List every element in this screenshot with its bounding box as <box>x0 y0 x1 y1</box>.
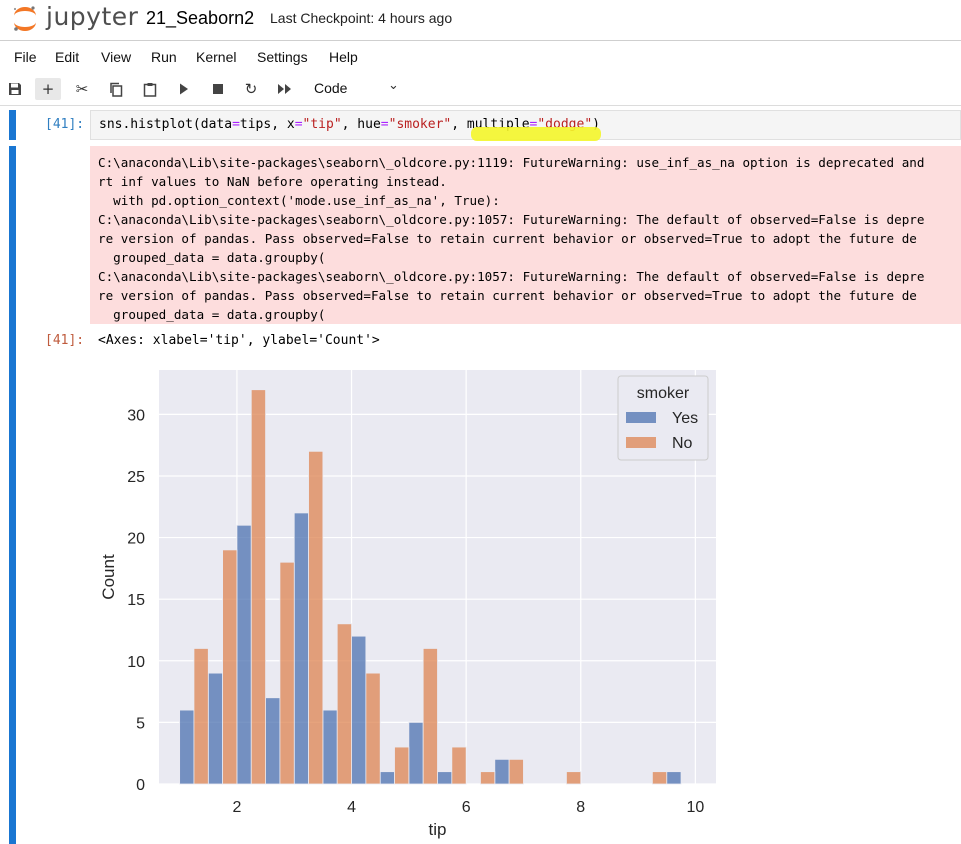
restart-icon[interactable]: ↻ <box>244 80 258 98</box>
y-tick-label: 0 <box>136 777 145 794</box>
stderr-line: re version of pandas. Pass observed=Fals… <box>98 288 917 303</box>
output-repr: <Axes: xlabel='tip', ylabel='Count'> <box>98 333 380 348</box>
bar-no <box>422 648 438 785</box>
bar-no <box>365 672 381 785</box>
bar-no <box>193 648 209 785</box>
checkpoint-status: Last Checkpoint: 4 hours ago <box>270 10 453 26</box>
stderr-output: C:\anaconda\Lib\site-packages\seaborn\_o… <box>90 146 961 324</box>
output-collapse-bar[interactable] <box>9 146 16 844</box>
stderr-line: C:\anaconda\Lib\site-packages\seaborn\_o… <box>98 212 925 227</box>
bar-yes <box>666 771 682 785</box>
jupyter-logo-icon <box>13 6 36 31</box>
bar-no <box>279 561 295 785</box>
yellow-highlight-mark <box>471 127 601 141</box>
histogram-chart: 2 4 6 8 10 0 5 10 15 20 25 30 tip Count smoker Yes No <box>99 370 716 839</box>
bar-yes <box>437 771 453 785</box>
copy-icon[interactable] <box>103 78 129 100</box>
bar-yes <box>379 771 395 785</box>
input-prompt: [41]: <box>45 117 85 132</box>
bar-no <box>451 746 467 785</box>
save-icon[interactable] <box>2 78 28 100</box>
menu-run[interactable]: Run <box>151 49 177 65</box>
legend-label-no: No <box>672 435 693 452</box>
y-tick-label: 15 <box>127 592 145 609</box>
output-prompt: [41]: <box>45 333 85 348</box>
cell-type-select[interactable]: Code <box>314 80 348 96</box>
bar-no <box>308 450 324 785</box>
bar-yes <box>236 524 252 785</box>
bar-no <box>222 549 238 785</box>
y-tick-label: 20 <box>127 531 145 548</box>
bar-no <box>508 758 524 785</box>
stderr-line: C:\anaconda\Lib\site-packages\seaborn\_o… <box>98 269 925 284</box>
legend-label-yes: Yes <box>672 410 698 427</box>
top-bar: jupyter 21_Seaborn2 Last Checkpoint: 4 h… <box>0 0 961 40</box>
cell-selection-bar[interactable] <box>9 110 16 140</box>
y-tick-label: 5 <box>136 715 145 732</box>
menu-file[interactable]: File <box>14 49 37 65</box>
bar-yes <box>322 709 338 785</box>
chevron-down-icon[interactable]: ⌄ <box>388 78 399 93</box>
stderr-line: rt inf values to NaN before operating in… <box>98 174 447 189</box>
stop-icon[interactable] <box>205 78 231 100</box>
y-tick-label: 10 <box>127 654 145 671</box>
x-tick-label: 6 <box>462 799 471 816</box>
bar-yes <box>408 721 424 785</box>
notebook-toolbar: + ✂ ↻ Code ⌄ <box>0 73 961 106</box>
run-all-icon[interactable] <box>272 78 298 100</box>
menu-edit[interactable]: Edit <box>55 49 80 65</box>
add-icon[interactable]: + <box>35 78 61 100</box>
stderr-line: grouped_data = data.groupby( <box>113 307 326 322</box>
code-input[interactable]: sns.histplot(data=tips, x="tip", hue="sm… <box>90 110 961 140</box>
stderr-line: C:\anaconda\Lib\site-packages\seaborn\_o… <box>98 155 925 170</box>
logo-text: jupyter <box>46 2 139 31</box>
stderr-line: grouped_data = data.groupby( <box>113 250 326 265</box>
bar-no <box>651 771 668 785</box>
y-tick-label: 30 <box>127 407 145 424</box>
bar-yes <box>179 709 195 785</box>
legend-title: smoker <box>637 385 690 402</box>
code-line: sns.histplot(data=tips, x="tip", hue="sm… <box>99 117 600 132</box>
run-icon[interactable] <box>171 78 197 100</box>
stderr-text: C:\anaconda\Lib\site-packages\seaborn\_o… <box>98 153 924 324</box>
menu-settings[interactable]: Settings <box>257 49 308 65</box>
bar-yes <box>351 635 367 785</box>
x-tick-label: 10 <box>686 799 704 816</box>
menu-help[interactable]: Help <box>329 49 358 65</box>
y-tick-label: 25 <box>127 469 145 486</box>
bar-yes <box>207 672 224 785</box>
x-tick-label: 4 <box>347 799 356 816</box>
bar-yes <box>265 697 281 785</box>
bar-no <box>336 623 352 785</box>
bar-no <box>394 746 410 785</box>
menu-bar: File Edit View Run Kernel Settings Help <box>0 40 961 74</box>
legend-swatch-no <box>626 437 656 448</box>
paste-icon[interactable] <box>137 78 163 100</box>
stderr-line: re version of pandas. Pass observed=Fals… <box>98 231 917 246</box>
menu-view[interactable]: View <box>101 49 132 65</box>
stderr-line: with pd.option_context('mode.use_inf_as_… <box>113 193 500 208</box>
x-tick-label: 2 <box>232 799 241 816</box>
bar-yes <box>293 512 309 785</box>
legend-swatch-yes <box>626 412 656 423</box>
bar-yes <box>494 758 510 785</box>
x-tick-label: 8 <box>576 799 585 816</box>
cut-icon[interactable]: ✂ <box>75 80 89 98</box>
y-axis-label: Count <box>99 554 118 600</box>
notebook-title[interactable]: 21_Seaborn2 <box>146 8 255 28</box>
x-axis-label: tip <box>429 820 447 839</box>
bar-no <box>480 771 496 785</box>
bar-no <box>566 771 582 785</box>
bar-no <box>250 389 266 785</box>
menu-kernel[interactable]: Kernel <box>196 49 237 65</box>
